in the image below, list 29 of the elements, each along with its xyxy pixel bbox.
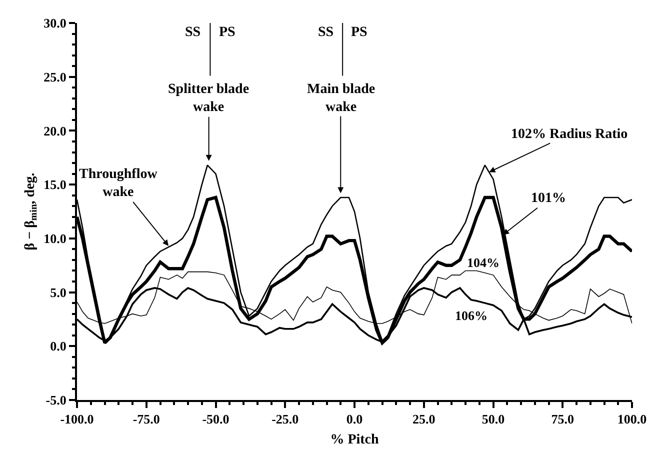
annotation: Main blade wake <box>307 82 376 116</box>
y-tick-label: 20.0 <box>44 123 66 138</box>
x-tick-label: 50.0 <box>482 412 505 427</box>
text: 102% Radius Ratio <box>511 127 628 142</box>
annotation: SS <box>318 25 334 40</box>
y-tick-label: 0.0 <box>50 338 66 354</box>
x-tick-label: 25.0 <box>412 412 436 427</box>
y-tick-label: 25.0 <box>44 69 66 84</box>
annotation: Throughflow wake <box>79 167 158 200</box>
annotation: SS <box>185 25 201 40</box>
x-tick-label: -25.0 <box>272 412 299 427</box>
x-tick-label: 100.0 <box>617 412 647 427</box>
x-tick-label: 0.0 <box>346 412 363 427</box>
x-tick-label: 75.0 <box>551 412 574 427</box>
annotation: PS <box>219 25 236 40</box>
annotation: PS <box>351 25 368 40</box>
series-label: 104% <box>467 255 500 270</box>
y-tick-label: -5.0 <box>46 392 66 408</box>
annotation: Splitter blade wake <box>168 82 250 116</box>
y-tick-label: 15.0 <box>44 177 66 192</box>
series-label: 106% <box>455 308 488 323</box>
x-tick-label: -100.0 <box>60 412 94 427</box>
x-tick-label: -50.0 <box>202 412 230 427</box>
x-axis-title: % Pitch <box>330 432 380 448</box>
y-tick-label: 5.0 <box>50 284 66 300</box>
y-tick-label: 10.0 <box>44 230 66 246</box>
y-tick-label: 30.0 <box>44 16 66 31</box>
text: 101% <box>531 191 566 206</box>
x-tick-label: -75.0 <box>132 412 160 427</box>
